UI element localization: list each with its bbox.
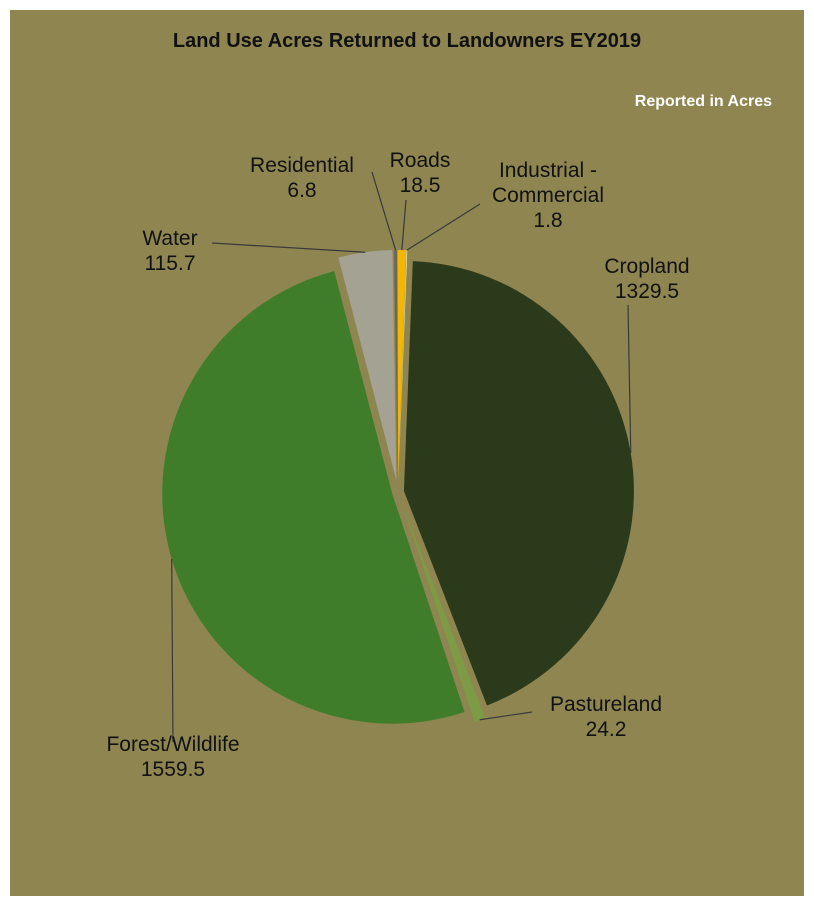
pie-slice — [403, 261, 634, 706]
pie-slice — [397, 250, 407, 481]
slice-name: Cropland — [604, 255, 690, 278]
slice-value: 18.5 — [399, 174, 441, 197]
leader-line — [479, 711, 533, 721]
pie-slice — [402, 503, 486, 722]
slice-value: 24.2 — [585, 718, 627, 741]
slice-label: Cropland 1329.5 — [577, 254, 717, 304]
pie-slice — [338, 250, 397, 481]
slice-label: Water 115.7 — [105, 226, 235, 276]
slice-value: 115.7 — [144, 252, 196, 275]
slice-value: 1559.5 — [140, 758, 206, 781]
slice-label: Roads 18.5 — [370, 148, 470, 198]
chart-subtitle: Reported in Acres — [634, 93, 772, 110]
slice-name: Pastureland — [549, 693, 663, 716]
pie-slice — [393, 250, 398, 481]
slice-label: Residential 6.8 — [237, 153, 367, 203]
slice-value: 6.8 — [287, 179, 317, 202]
leader-line — [401, 199, 407, 251]
slice-name: Roads — [389, 149, 451, 172]
chart-title: Land Use Acres Returned to Landowners EY… — [172, 30, 642, 52]
leader-line — [371, 171, 397, 251]
leader-line — [627, 304, 632, 454]
leader-line — [406, 203, 481, 251]
slice-label: Forest/Wildlife 1559.5 — [88, 732, 258, 782]
slice-name: Water — [142, 227, 198, 250]
slice-label: Pastureland 24.2 — [531, 692, 681, 742]
slice-name: Residential — [250, 154, 354, 177]
pie-slice — [162, 271, 465, 724]
leader-line — [171, 558, 174, 743]
pie-slice — [398, 250, 408, 481]
leader-line — [211, 242, 366, 253]
slice-value: 1329.5 — [614, 280, 680, 303]
slice-value: 1.8 — [533, 209, 563, 232]
slice-name: Industrial - Commercial — [491, 159, 604, 207]
slice-label: Industrial - Commercial 1.8 — [473, 158, 623, 233]
slice-name: Forest/Wildlife — [106, 733, 240, 756]
